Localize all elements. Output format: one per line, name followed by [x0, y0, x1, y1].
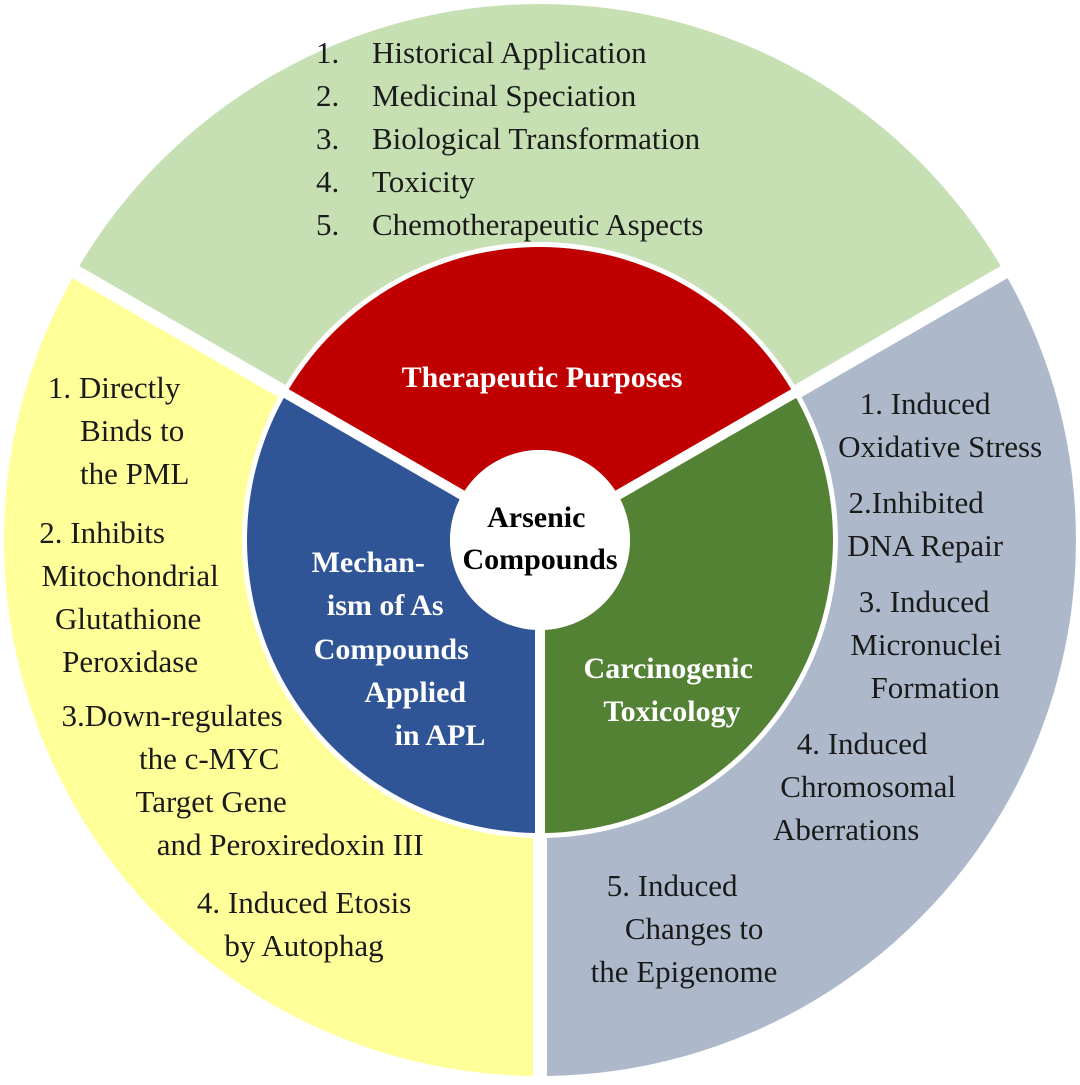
carcinogenic-details-list: 1. Induced Oxidative Stress 2.Inhibited …: [591, 386, 1050, 989]
center-circle: [450, 450, 630, 630]
detail-line: Binds to: [80, 413, 184, 448]
mechanism-label: Mechan- ism of As Compounds Applied in A…: [312, 546, 486, 752]
detail-line: Chromosomal: [780, 769, 956, 804]
detail-line: Target Gene: [135, 784, 286, 819]
mechanism-line: in APL: [395, 719, 486, 752]
list-item-number: 5.: [316, 207, 339, 242]
inner-segment-mechanism: [247, 397, 535, 833]
detail-line: DNA Repair: [847, 528, 1004, 563]
detail-line: Glutathione: [55, 601, 201, 636]
list-item-number: 4.: [316, 164, 339, 199]
outer-segment-therapeutic: [79, 3, 1001, 386]
detail-line: 3.Down-regulates: [62, 698, 283, 733]
list-item-text: Medicinal Speciation: [372, 78, 637, 113]
outer-segment-carcinogenic: [547, 278, 1076, 1077]
detail-line: Formation: [871, 670, 1001, 705]
mechanism-line: Applied: [364, 676, 466, 709]
outer-segment-mechanism: [4, 278, 534, 1077]
detail-line: 5. Induced: [607, 868, 738, 903]
list-item-number: 1.: [316, 35, 339, 70]
detail-line: 4. Induced Etosis: [197, 885, 411, 920]
detail-line: the PML: [80, 456, 188, 491]
detail-line: Mitochondrial: [41, 558, 218, 593]
detail-line: the c-MYC: [139, 741, 279, 776]
therapeutic-purposes-line: Therapeutic Purposes: [402, 361, 683, 394]
detail-line: 1. Directly: [48, 370, 181, 405]
center-label: Arsenic Compounds: [462, 501, 617, 576]
detail-line: 2. Inhibits: [39, 515, 165, 550]
mechanism-line: ism of As: [327, 589, 444, 622]
therapeutic-purposes-label: Therapeutic Purposes: [402, 361, 683, 394]
list-item: 3. Biological Transformation: [316, 121, 701, 156]
detail-line: 3. Induced: [859, 584, 990, 619]
detail-line: 1. Induced: [860, 386, 991, 421]
list-item: 2. Medicinal Speciation: [316, 78, 637, 113]
mechanism-line: Mechan-: [312, 546, 425, 579]
detail-line: by Autophag: [224, 928, 383, 963]
inner-segment-therapeutic-purposes: [288, 247, 792, 491]
detail-line: Changes to: [625, 911, 764, 946]
outer-ring: [4, 3, 1076, 1077]
list-item: 5. Chemotherapeutic Aspects: [316, 207, 703, 242]
detail-line: Peroxidase: [62, 644, 198, 679]
detail-line: the Epigenome: [591, 954, 778, 989]
carcinogenic-toxicology-line: Toxicology: [603, 695, 740, 728]
mechanism-details-list: 1. Directly Binds to the PML 2. Inhibits…: [39, 370, 431, 963]
detail-line: Aberrations: [773, 812, 919, 847]
therapeutic-topics-list: 1. Historical Application 2. Medicinal S…: [316, 35, 703, 242]
list-item-number: 2.: [316, 78, 339, 113]
detail-line: Oxidative Stress: [838, 429, 1042, 464]
detail-line: Micronuclei: [850, 627, 1002, 662]
list-item-text: Biological Transformation: [372, 121, 701, 156]
inner-ring: [247, 247, 833, 833]
list-item: 1. Historical Application: [316, 35, 647, 70]
list-item-text: Toxicity: [372, 164, 475, 199]
mechanism-line: Compounds: [314, 633, 469, 666]
carcinogenic-toxicology-label: Carcinogenic Toxicology: [584, 652, 761, 728]
detail-line: 2.Inhibited: [849, 485, 985, 520]
list-item-number: 3.: [316, 121, 339, 156]
detail-line: 4. Induced: [797, 726, 928, 761]
list-item: 4. Toxicity: [316, 164, 475, 199]
list-item-text: Historical Application: [372, 35, 647, 70]
list-item-text: Chemotherapeutic Aspects: [372, 207, 703, 242]
detail-line: and Peroxiredoxin III: [157, 827, 424, 862]
center-label-line: Arsenic: [487, 501, 585, 534]
inner-segment-carcinogenic-toxicology: [545, 397, 833, 833]
center-label-line: Compounds: [462, 543, 617, 576]
carcinogenic-toxicology-line: Carcinogenic: [584, 652, 753, 685]
